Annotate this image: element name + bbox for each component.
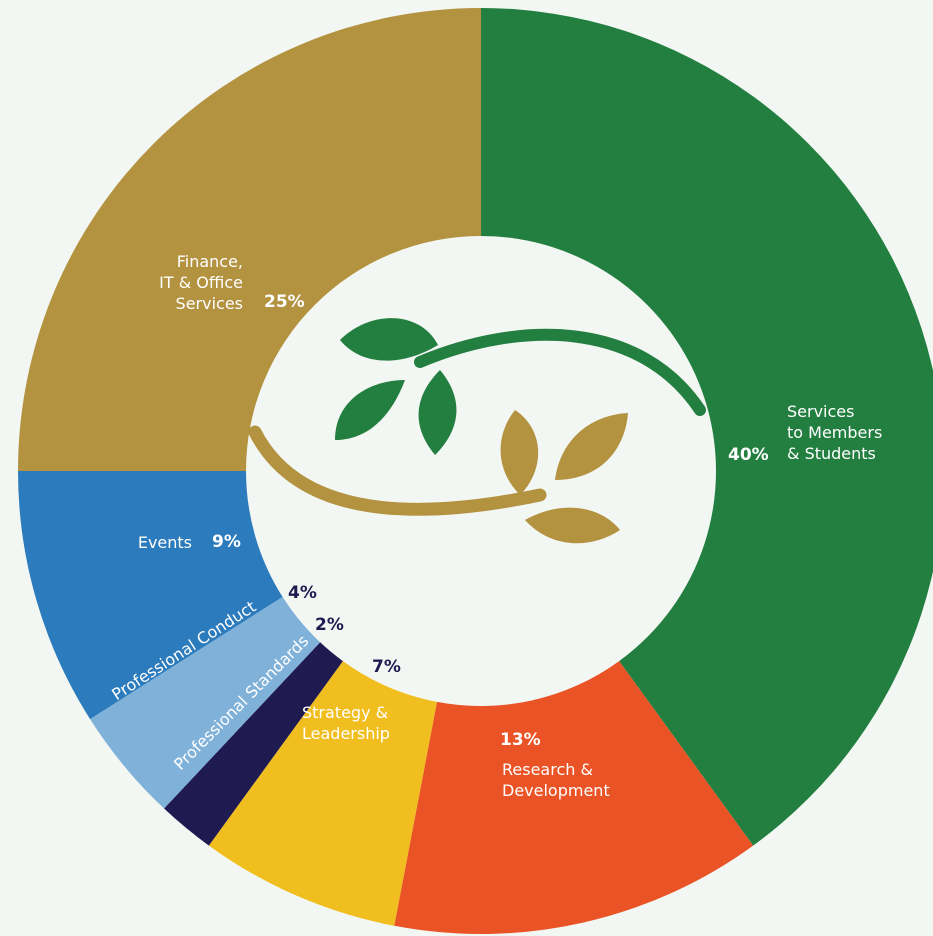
category-label: Research & Development [502,759,610,801]
category-label: Events [92,532,192,553]
category-label: Finance, IT & Office Services [103,251,243,314]
value-label: 4% [288,583,317,604]
donut-chart [0,0,933,936]
value-label: 7% [372,657,401,678]
category-label: Services to Members & Students [787,401,882,464]
value-label: 40% [728,445,769,466]
category-label: Strategy & Leadership [302,702,390,744]
value-label: 25% [264,292,305,313]
value-label: 9% [212,532,241,553]
donut-slice [18,8,481,471]
value-label: 13% [500,730,541,751]
page: Services to Members & Students 40% Researc… [0,0,933,936]
value-label: 2% [315,615,344,636]
logo [255,318,700,543]
